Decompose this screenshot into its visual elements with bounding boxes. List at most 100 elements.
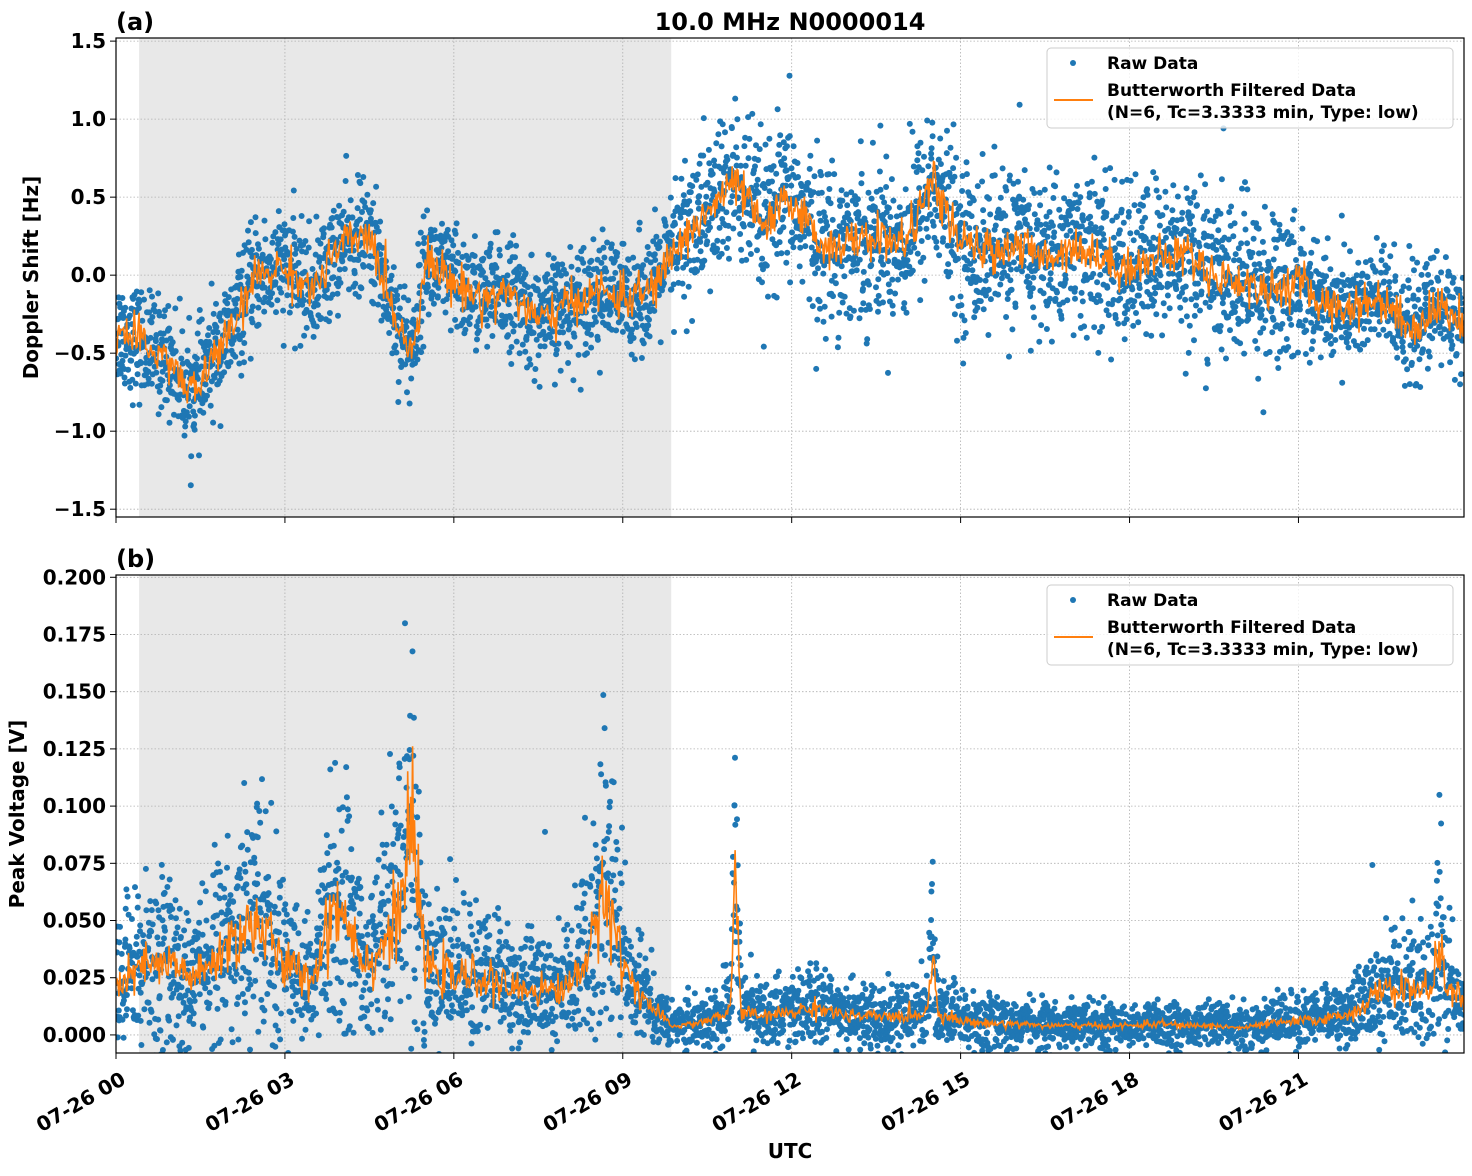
raw-data-point [1330, 349, 1336, 355]
raw-data-point [255, 834, 261, 840]
raw-data-point [1328, 333, 1334, 339]
raw-data-point [1158, 284, 1164, 290]
raw-data-point [1000, 165, 1006, 171]
raw-data-point [317, 932, 323, 938]
raw-data-point [1400, 339, 1406, 345]
raw-data-point [246, 976, 252, 982]
raw-data-point [1125, 306, 1131, 312]
raw-data-point [807, 153, 813, 159]
raw-data-point [1238, 240, 1244, 246]
raw-data-point [1279, 321, 1285, 327]
raw-data-point [929, 120, 935, 126]
raw-data-point [707, 288, 713, 294]
raw-data-point [122, 375, 128, 381]
raw-data-point [471, 270, 477, 276]
raw-data-point [777, 239, 783, 245]
raw-data-point [997, 282, 1003, 288]
raw-data-point [1163, 204, 1169, 210]
raw-data-point [719, 143, 725, 149]
raw-data-point [1137, 285, 1143, 291]
raw-data-point [671, 329, 677, 335]
raw-data-point [1243, 227, 1249, 233]
raw-data-point [187, 403, 193, 409]
raw-data-point [173, 930, 179, 936]
raw-data-point [292, 346, 298, 352]
raw-data-point [841, 273, 847, 279]
raw-data-point [819, 190, 825, 196]
raw-data-point [1026, 202, 1032, 208]
raw-data-point [877, 123, 883, 129]
raw-data-point [563, 271, 569, 277]
raw-data-point [1406, 243, 1412, 249]
raw-data-point [1063, 276, 1069, 282]
raw-data-point [730, 193, 736, 199]
raw-data-point [969, 267, 975, 273]
raw-data-point [1269, 306, 1275, 312]
raw-data-point [688, 189, 694, 195]
raw-data-point [1339, 380, 1345, 386]
legend-label-filtered: Butterworth Filtered Data [1107, 81, 1356, 101]
raw-data-point [334, 881, 340, 887]
raw-data-point [1254, 346, 1260, 352]
raw-data-point [435, 285, 441, 291]
raw-data-point [875, 276, 881, 282]
raw-data-point [680, 281, 686, 287]
raw-data-point [1113, 315, 1119, 321]
raw-data-point [755, 157, 761, 163]
raw-data-point [1250, 250, 1256, 256]
raw-data-point [719, 251, 725, 257]
raw-data-point [743, 163, 749, 169]
raw-data-point [1064, 297, 1070, 303]
raw-data-point [814, 317, 820, 323]
raw-data-point [221, 886, 227, 892]
raw-data-point [452, 317, 458, 323]
raw-data-point [1303, 317, 1309, 323]
raw-data-point [1403, 356, 1409, 362]
raw-data-point [630, 255, 636, 261]
raw-data-point [393, 350, 399, 356]
raw-data-point [1260, 409, 1266, 415]
raw-data-point [1092, 191, 1098, 197]
raw-data-point [335, 291, 341, 297]
raw-data-point [174, 1022, 180, 1028]
raw-data-point [135, 893, 141, 899]
raw-data-point [199, 880, 205, 886]
raw-data-point [764, 263, 770, 269]
raw-data-point [199, 316, 205, 322]
raw-data-point [876, 293, 882, 299]
raw-data-point [1219, 347, 1225, 353]
raw-data-point [239, 350, 245, 356]
raw-data-point [1127, 230, 1133, 236]
raw-data-point [395, 399, 401, 405]
raw-data-point [217, 869, 223, 875]
raw-data-point [1338, 287, 1344, 293]
raw-data-point [907, 121, 913, 127]
raw-data-point [684, 328, 690, 334]
raw-data-point [1167, 305, 1173, 311]
raw-data-point [248, 982, 254, 988]
raw-data-point [305, 909, 311, 915]
raw-data-point [1265, 276, 1271, 282]
raw-data-point [681, 192, 687, 198]
raw-data-point [247, 1047, 253, 1053]
y-tick-label: 1.5 [71, 29, 106, 53]
raw-data-point [886, 205, 892, 211]
raw-data-point [273, 828, 279, 834]
raw-data-point [1156, 194, 1162, 200]
raw-data-point [673, 175, 679, 181]
raw-data-point [1244, 263, 1250, 269]
raw-data-point [299, 1012, 305, 1018]
raw-data-point [835, 344, 841, 350]
raw-data-point [1355, 260, 1361, 266]
raw-data-point [335, 313, 341, 319]
raw-data-point [258, 910, 264, 916]
raw-data-point [1346, 331, 1352, 337]
raw-data-point [1142, 215, 1148, 221]
raw-data-point [1072, 285, 1078, 291]
raw-data-point [706, 147, 712, 153]
raw-data-point [143, 866, 149, 872]
raw-data-point [467, 314, 473, 320]
raw-data-point [119, 965, 125, 971]
raw-data-point [290, 1018, 296, 1024]
raw-data-point [991, 144, 997, 150]
